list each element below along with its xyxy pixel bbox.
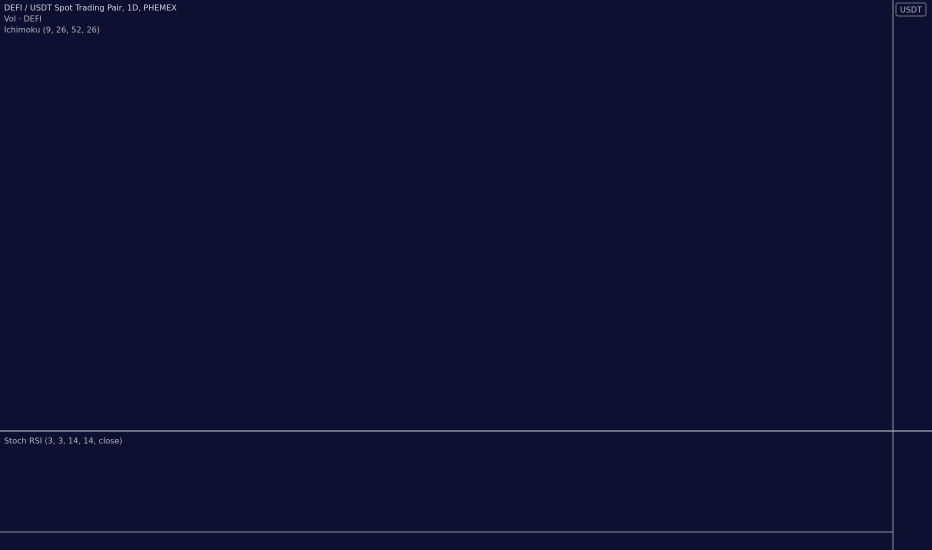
stoch-title: Stoch RSI (3, 3, 14, 14, close) (4, 437, 122, 446)
currency[interactable]: USDT (900, 6, 922, 15)
currency-box[interactable] (895, 2, 927, 17)
indicator-title: Ichimoku (9, 26, 52, 26) (4, 26, 100, 35)
volume-title: Vol · DEFI (4, 15, 42, 24)
chart-title: DEFI / USDT Spot Trading Pair, 1D, PHEME… (4, 4, 177, 13)
